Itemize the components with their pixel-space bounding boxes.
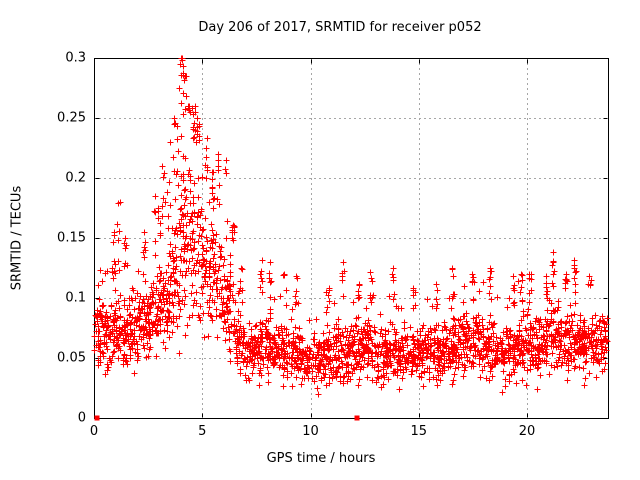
y-tick-label: 0.2 [65,170,86,186]
x-tick-label: 0 [89,424,99,439]
chart-title: Day 206 of 2017, SRMTID for receiver p05… [198,20,482,35]
x-tick-label: 10 [302,424,319,439]
x-tick-label: 5 [198,424,207,439]
y-tick-label: 0.15 [57,230,86,246]
y-tick-label: 0 [77,410,86,426]
x-axis-label: GPS time / hours [266,451,376,466]
y-tick-label: 0.25 [57,110,86,126]
x-tick-label: 20 [518,424,536,439]
y-tick-label: 0.3 [65,50,86,66]
x-tick-label: 15 [410,424,428,439]
y-tick-label: 0.1 [65,290,86,306]
y-tick-label: 0.05 [57,350,86,366]
